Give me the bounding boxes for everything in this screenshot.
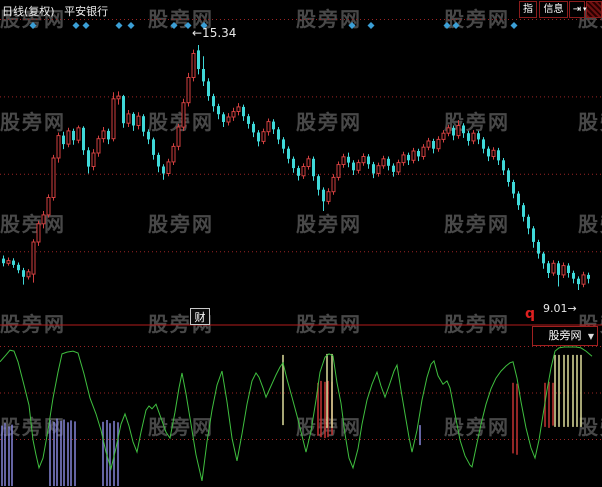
- dropdown-caret-icon: ▼: [587, 332, 594, 341]
- indicator-button[interactable]: 指: [519, 1, 537, 18]
- indicator-value-label: 股旁网: 1: [3, 332, 55, 346]
- caret-down-icon: ▾: [583, 5, 587, 13]
- indicator-dropdown[interactable]: 股旁网 ▼: [532, 326, 598, 346]
- low-price-label: 9.01→: [543, 302, 577, 315]
- info-button[interactable]: 信息: [539, 1, 568, 18]
- title-bar: 日线(复权) 平安银行: [2, 3, 114, 19]
- indicator-dropdown-label: 股旁网: [548, 329, 582, 342]
- high-price-label: ←15.34: [192, 26, 237, 40]
- arrow-to-bar-icon: ⇥: [572, 4, 582, 15]
- chart-period-label: 日线(复权): [2, 5, 55, 18]
- jump-button[interactable]: ⇥: [569, 1, 585, 18]
- cai-badge: 财: [190, 308, 210, 325]
- stock-name-label: 平安银行: [64, 5, 109, 18]
- partial-toolbar-button[interactable]: [586, 1, 602, 18]
- q-marker: q: [525, 306, 536, 322]
